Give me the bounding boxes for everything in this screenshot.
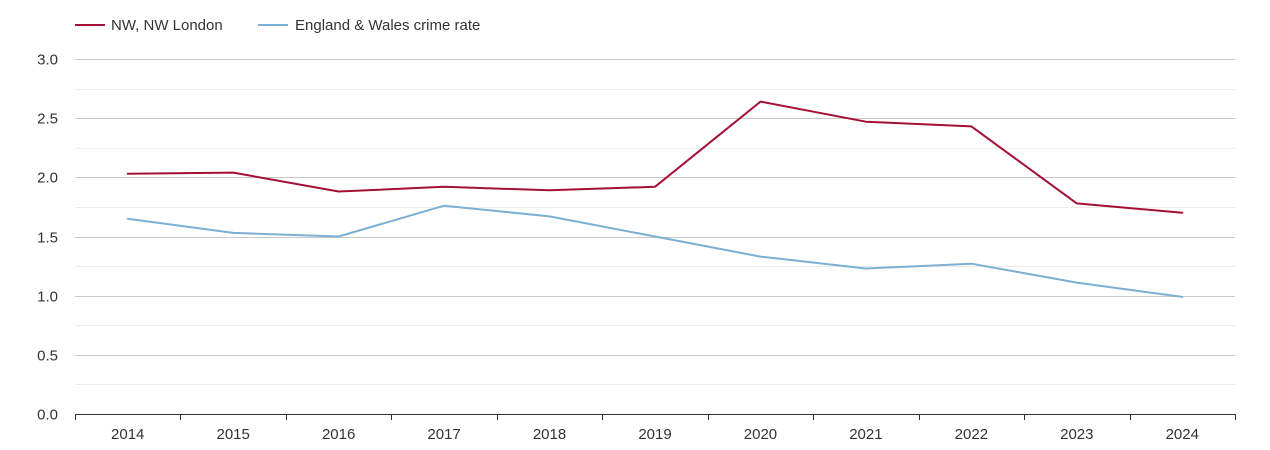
y-tick-label: 1.0 [37, 289, 58, 306]
x-tick-label: 2016 [322, 426, 355, 443]
x-tick-label: 2022 [955, 426, 988, 443]
legend-item-nw-london[interactable]: NW, NW London [75, 17, 223, 34]
x-tick-label: 2015 [216, 426, 249, 443]
y-tick-label: 2.0 [37, 170, 58, 187]
x-tick-label: 2020 [744, 426, 777, 443]
legend-label-england-wales: England & Wales crime rate [295, 17, 480, 34]
x-tick-label: 2024 [1166, 426, 1199, 443]
y-tick-label: 0.0 [37, 407, 58, 424]
series-lines [126, 100, 1184, 298]
y-tick-label: 0.5 [37, 348, 58, 365]
x-tick-label: 2017 [427, 426, 460, 443]
y-axis: 0.0 0.5 1.0 1.5 2.0 2.5 3.0 [37, 52, 58, 424]
y-tick-label: 3.0 [37, 52, 58, 69]
x-tick-label: 2014 [111, 426, 144, 443]
x-tick-label: 2023 [1060, 426, 1093, 443]
legend-label-nw-london: NW, NW London [111, 17, 223, 34]
x-tick-label: 2021 [849, 426, 882, 443]
y-tick-label: 1.5 [37, 230, 58, 247]
x-tick-label: 2019 [638, 426, 671, 443]
series-line-england-wales[interactable] [126, 204, 1184, 298]
legend: NW, NW London England & Wales crime rate [75, 17, 480, 34]
y-tick-label: 2.5 [37, 111, 58, 128]
x-axis: 2014 2015 2016 2017 2018 2019 2020 2021 2022 2023… [75, 414, 1236, 443]
legend-item-england-wales[interactable]: England & Wales crime rate [258, 17, 480, 34]
x-tick-label: 2018 [533, 426, 566, 443]
grid [75, 59, 1235, 385]
series-line-nw-london[interactable] [126, 100, 1184, 214]
